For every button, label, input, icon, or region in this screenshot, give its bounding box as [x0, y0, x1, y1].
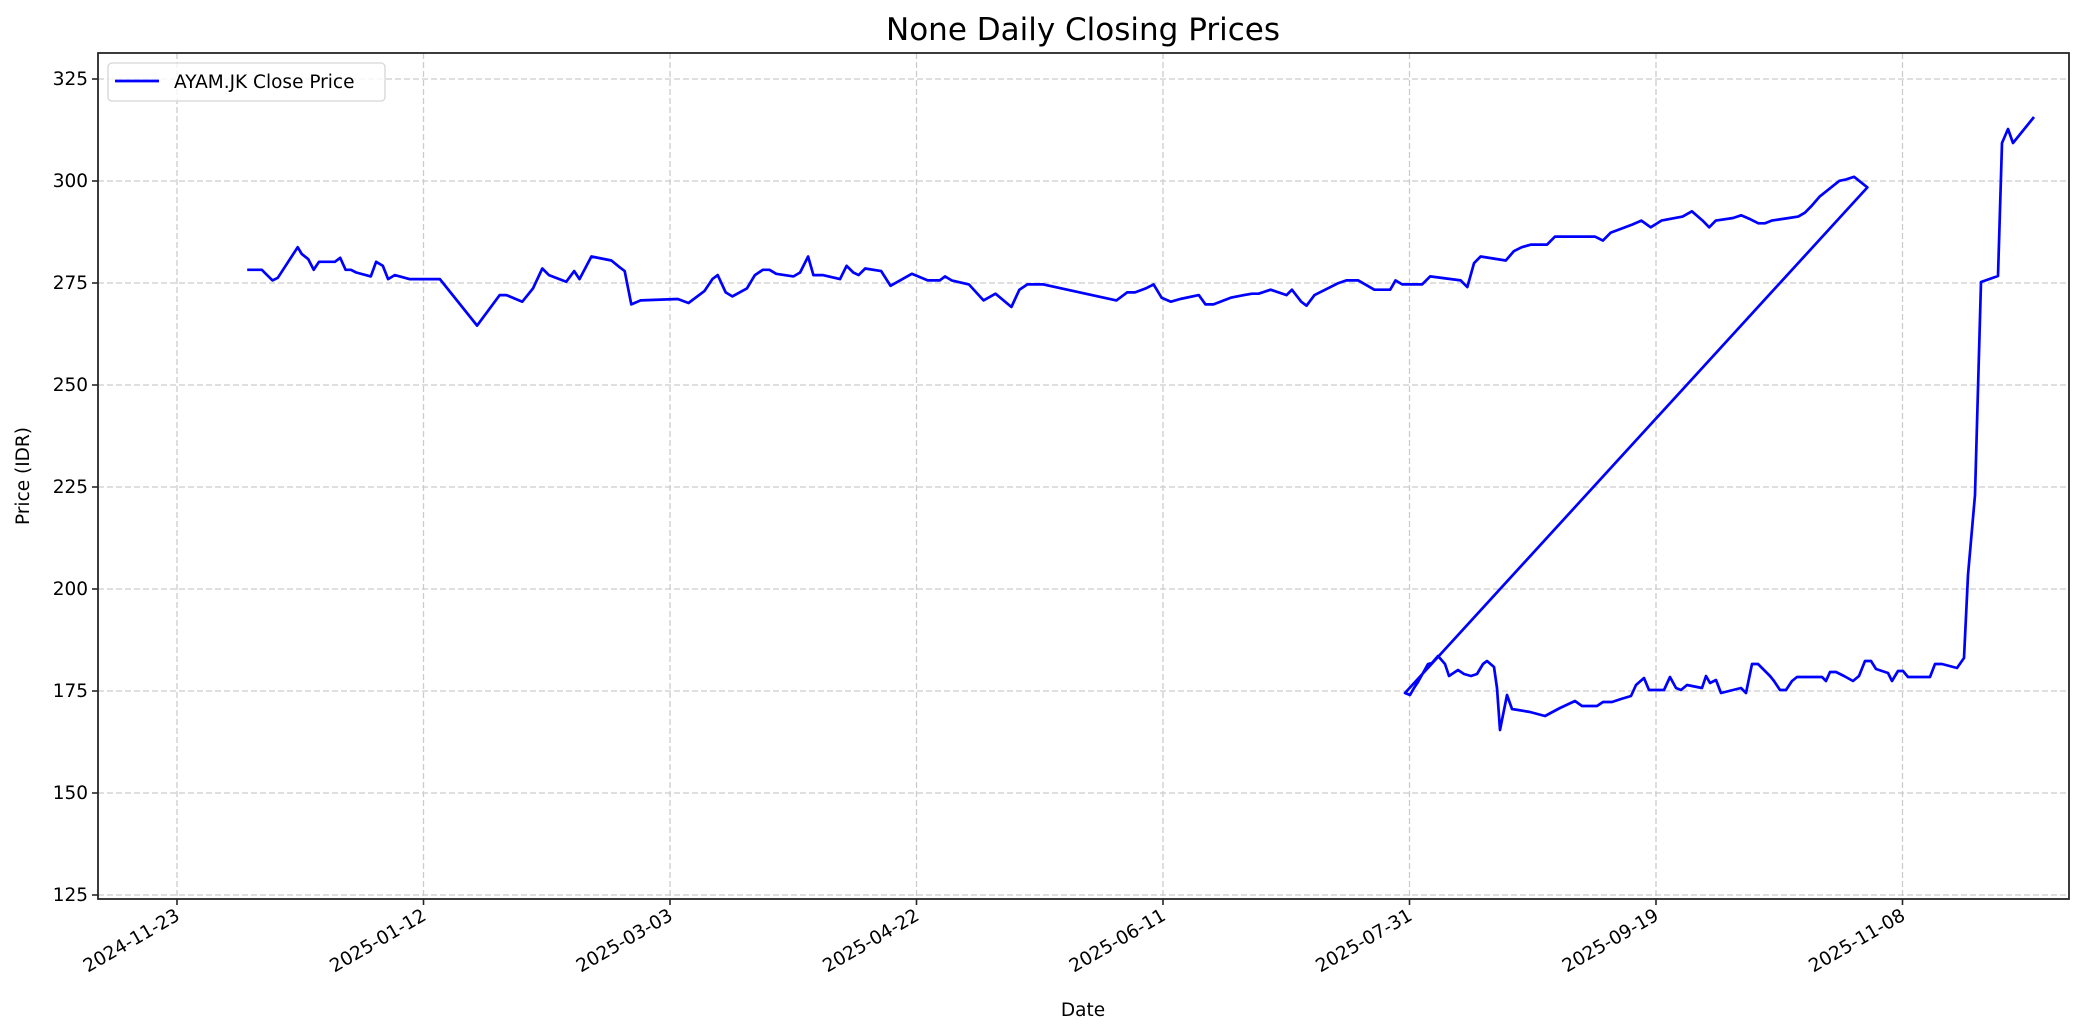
y-axis: 125 150 175 200 225 250 275 300 325 [53, 69, 98, 906]
grid-lines [98, 53, 2069, 899]
y-tick-label: 150 [53, 783, 88, 804]
legend-box [107, 62, 386, 102]
legend-label: AYAM.JK Close Price [174, 72, 354, 93]
chart-title: None Daily Closing Prices [886, 12, 1280, 48]
y-tick-label: 225 [53, 477, 88, 498]
y-tick-label: 125 [53, 885, 88, 906]
y-tick-label: 325 [53, 69, 88, 90]
y-tick-label: 200 [53, 579, 88, 600]
y-tick-label: 250 [53, 375, 88, 396]
y-tick-label: 175 [53, 681, 88, 702]
x-axis-label: Date [1061, 1000, 1105, 1021]
plot-frame [97, 52, 2070, 900]
y-axis-label: Price (IDR) [13, 427, 34, 525]
legend: AYAM.JK Close Price [107, 62, 386, 102]
series-layer [247, 116, 2036, 732]
price-line [247, 116, 2036, 732]
y-tick-label: 300 [53, 171, 88, 192]
y-tick-label: 275 [53, 273, 88, 294]
